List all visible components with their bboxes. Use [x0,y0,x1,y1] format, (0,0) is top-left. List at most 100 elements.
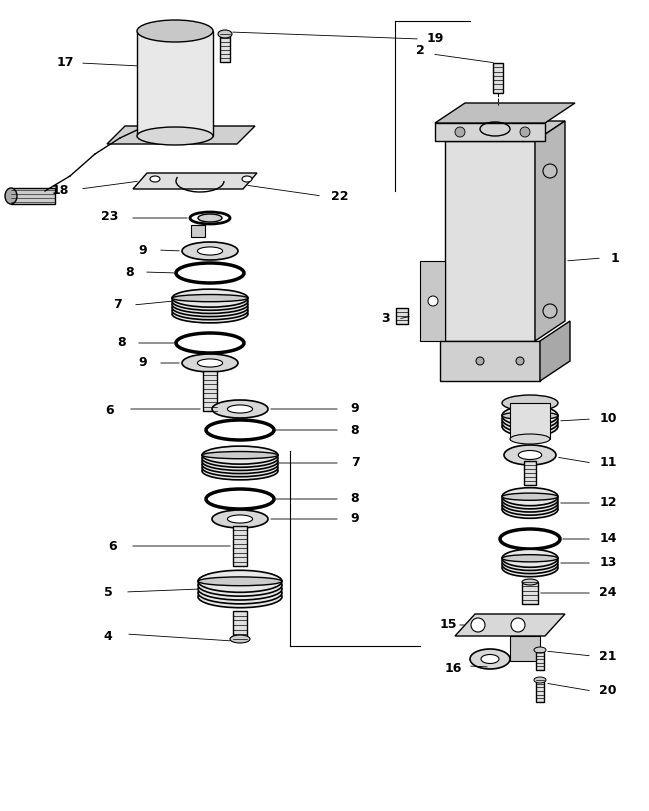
Ellipse shape [198,214,222,222]
Text: 9: 9 [139,357,147,370]
Ellipse shape [227,405,252,413]
Polygon shape [133,173,257,189]
Ellipse shape [534,677,546,683]
Ellipse shape [522,579,538,585]
Ellipse shape [198,577,282,586]
Text: 9: 9 [350,402,360,415]
Ellipse shape [137,127,213,145]
Ellipse shape [502,552,558,570]
Ellipse shape [510,434,550,444]
Ellipse shape [202,452,278,459]
Text: 21: 21 [599,650,617,663]
Ellipse shape [202,446,278,464]
Text: 3: 3 [381,312,389,325]
Text: 9: 9 [350,513,360,526]
Text: 10: 10 [599,413,617,426]
Bar [510,403,550,439]
Ellipse shape [150,176,160,182]
Circle shape [428,296,438,306]
Bar [445,141,535,341]
Ellipse shape [502,487,558,506]
Text: 15: 15 [439,619,457,632]
Ellipse shape [202,453,278,470]
Text: 16: 16 [445,662,461,675]
Polygon shape [420,261,445,341]
Text: 6: 6 [106,405,114,418]
Text: 18: 18 [51,184,69,198]
Ellipse shape [519,450,542,460]
Ellipse shape [502,491,558,508]
Bar [137,31,213,136]
Text: 8: 8 [117,337,127,350]
Bar [522,582,538,604]
Text: 17: 17 [56,57,74,70]
Ellipse shape [182,242,238,260]
Ellipse shape [516,357,524,365]
Ellipse shape [543,164,557,178]
Ellipse shape [172,295,248,313]
Polygon shape [445,121,565,141]
Text: 8: 8 [350,492,360,505]
Ellipse shape [218,30,232,38]
Ellipse shape [481,654,499,663]
Circle shape [520,127,530,137]
Text: 13: 13 [599,556,617,569]
Ellipse shape [198,581,282,604]
Polygon shape [510,636,540,661]
Polygon shape [540,321,570,381]
Bar [435,123,545,141]
Ellipse shape [182,354,238,372]
Ellipse shape [502,412,558,420]
Bar [233,526,247,566]
Text: 1: 1 [611,251,619,264]
Polygon shape [435,103,575,123]
Ellipse shape [502,555,558,562]
Ellipse shape [202,462,278,480]
Ellipse shape [172,292,248,311]
Ellipse shape [502,395,558,411]
Ellipse shape [502,556,558,573]
Text: 20: 20 [599,684,617,697]
Polygon shape [455,614,565,636]
Text: 24: 24 [599,586,617,599]
Ellipse shape [502,494,558,512]
Bar [536,652,544,670]
Bar [536,680,544,702]
Ellipse shape [502,559,558,577]
Ellipse shape [502,497,558,515]
Ellipse shape [502,410,558,429]
Text: 23: 23 [101,209,119,222]
Ellipse shape [212,510,268,528]
Text: 7: 7 [350,457,360,470]
Ellipse shape [543,304,557,318]
Ellipse shape [502,416,558,436]
Ellipse shape [5,188,17,204]
Bar [191,225,205,237]
Text: 8: 8 [350,423,360,436]
Bar [220,34,230,62]
Ellipse shape [476,357,484,365]
Ellipse shape [198,586,282,607]
Ellipse shape [172,290,248,307]
Polygon shape [107,126,255,144]
Text: 14: 14 [599,533,617,546]
Ellipse shape [470,649,510,669]
Ellipse shape [502,413,558,433]
Text: 8: 8 [126,265,134,278]
Text: 11: 11 [599,457,617,470]
Bar [493,63,503,93]
Ellipse shape [534,647,546,653]
Circle shape [455,127,465,137]
Ellipse shape [198,578,282,600]
Bar [203,371,217,411]
Bar [524,461,536,485]
Text: 4: 4 [104,629,112,642]
Ellipse shape [137,20,213,42]
Bar [396,308,408,324]
Ellipse shape [197,359,223,367]
Ellipse shape [242,176,252,182]
Ellipse shape [198,570,282,592]
Text: 2: 2 [415,45,424,58]
Ellipse shape [202,456,278,474]
Circle shape [511,618,525,632]
